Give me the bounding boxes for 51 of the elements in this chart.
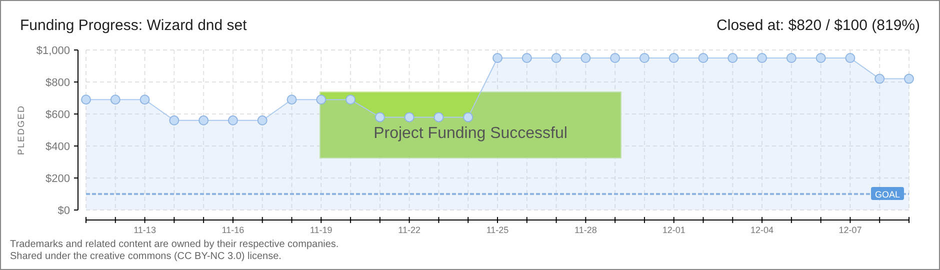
x-tick-label: 11-22 (398, 225, 420, 235)
point (904, 74, 914, 84)
text: Shared under the creative commons (CC BY-NC 3.0) license. (10, 251, 282, 262)
point (81, 94, 91, 105)
y-tick-label: $1,000 (36, 45, 70, 57)
y-tick-label: $800 (46, 77, 70, 89)
point (492, 53, 502, 63)
point (140, 94, 150, 105)
point (316, 94, 326, 105)
y-tick-label: $200 (46, 173, 70, 185)
annotation: Project Funding Successful (374, 125, 568, 142)
point (434, 112, 444, 122)
point (522, 53, 532, 63)
point (728, 53, 738, 63)
point (169, 115, 180, 126)
x-tick-label: 12-04 (750, 225, 774, 235)
point (639, 53, 650, 63)
point (404, 112, 414, 122)
point (110, 94, 120, 105)
point (668, 53, 679, 63)
y-tick-label: $0 (58, 205, 70, 217)
point (580, 53, 591, 63)
x-tick-label: 12-01 (662, 225, 686, 235)
x-tick-label: 12-07 (838, 225, 862, 235)
point (374, 112, 385, 122)
chart-title: Funding Progress: Wizard dnd set (20, 17, 248, 34)
y-tick-label: $600 (46, 109, 70, 121)
x-tick-label: 11-28 (574, 225, 597, 235)
point (346, 94, 356, 105)
point (874, 74, 885, 84)
ref-line-label: GOAL (874, 190, 900, 200)
point (551, 53, 562, 63)
point (463, 112, 474, 122)
point (786, 53, 796, 63)
point (757, 53, 768, 63)
x-tick-label: 11-13 (134, 225, 156, 235)
x-tick-label: 11-16 (222, 225, 244, 235)
y-axis-title: PLEDGED (16, 104, 26, 156)
point (198, 115, 209, 126)
point (698, 53, 708, 63)
point (610, 53, 620, 63)
x-tick-label: 11-25 (486, 225, 509, 235)
chart-subtitle: Closed at: $820 / $100 (819%) (716, 17, 920, 34)
point (257, 115, 268, 126)
y-tick-label: $400 (46, 141, 70, 153)
point (286, 94, 297, 105)
point (845, 53, 856, 63)
x-tick-label: 11-19 (310, 225, 332, 235)
point (228, 115, 238, 126)
point (816, 53, 826, 63)
text: Trademarks and related content are owned by their respective companies. (10, 239, 339, 250)
